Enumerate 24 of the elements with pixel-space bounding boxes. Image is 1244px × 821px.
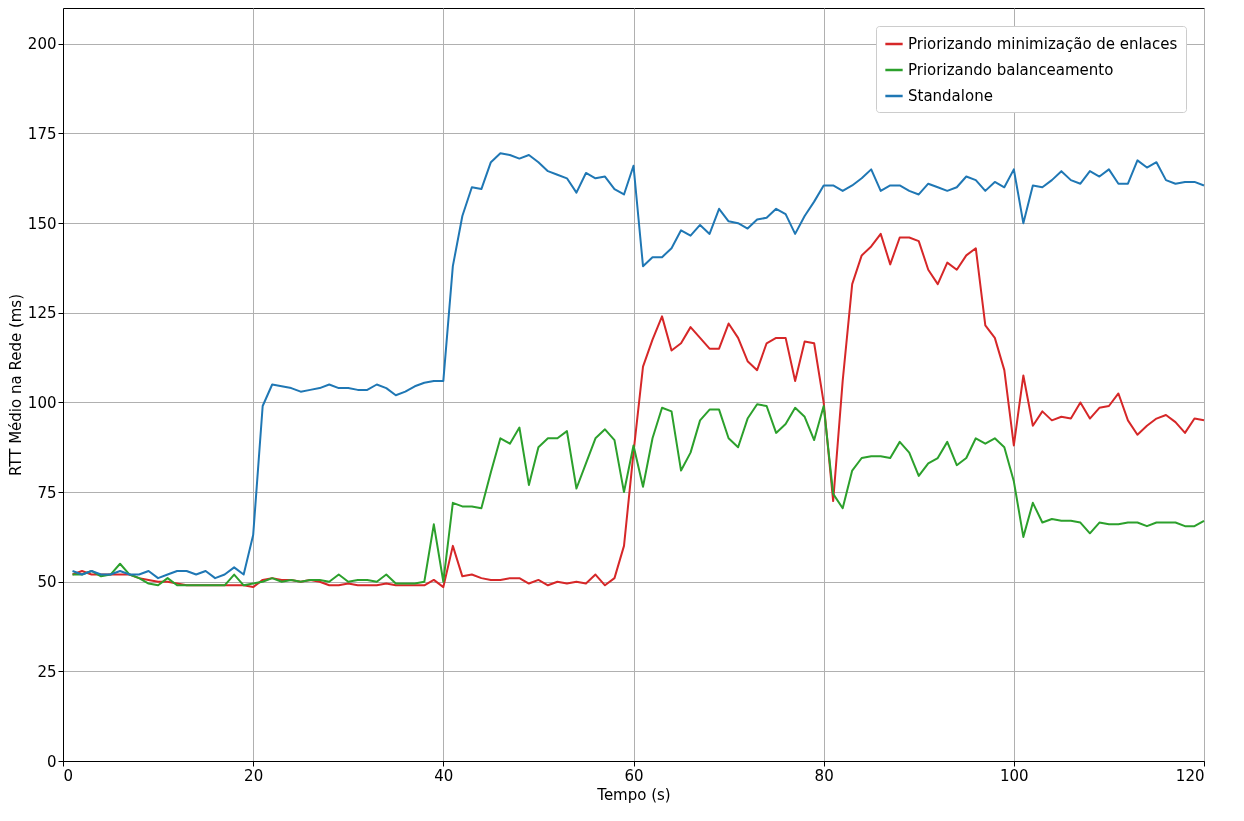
y-tick-label: 200 — [27, 35, 57, 54]
x-tick-label: 120 — [1175, 766, 1205, 785]
line-series — [71, 152, 1205, 580]
line-series — [71, 403, 1205, 587]
y-tick-label: 150 — [27, 214, 57, 233]
y-axis-title: RTT Médio na Rede (ms) — [6, 293, 25, 477]
y-tick-label: 175 — [27, 125, 57, 143]
y-tick-label: 50 — [37, 573, 57, 592]
line-series — [71, 232, 1205, 589]
legend-label: Priorizando minimização de enlaces — [908, 35, 1178, 53]
x-tick-label: 60 — [624, 766, 644, 785]
x-tick-label: 0 — [63, 766, 74, 785]
y-tick-label: 100 — [27, 393, 57, 412]
y-tick-label: 0 — [46, 752, 57, 771]
legend-label: Priorizando balanceamento — [908, 61, 1114, 79]
y-tick-label: 75 — [37, 483, 57, 502]
x-tick-label: 80 — [814, 766, 834, 785]
y-tick-label: 125 — [27, 304, 57, 323]
y-tick-label: 25 — [37, 662, 57, 681]
x-tick-label: 20 — [244, 766, 264, 785]
x-tick-label: 40 — [434, 766, 454, 785]
legend-label: Standalone — [908, 87, 993, 105]
x-axis-title: Tempo (s) — [596, 785, 671, 804]
x-tick-label: 100 — [1000, 766, 1029, 785]
